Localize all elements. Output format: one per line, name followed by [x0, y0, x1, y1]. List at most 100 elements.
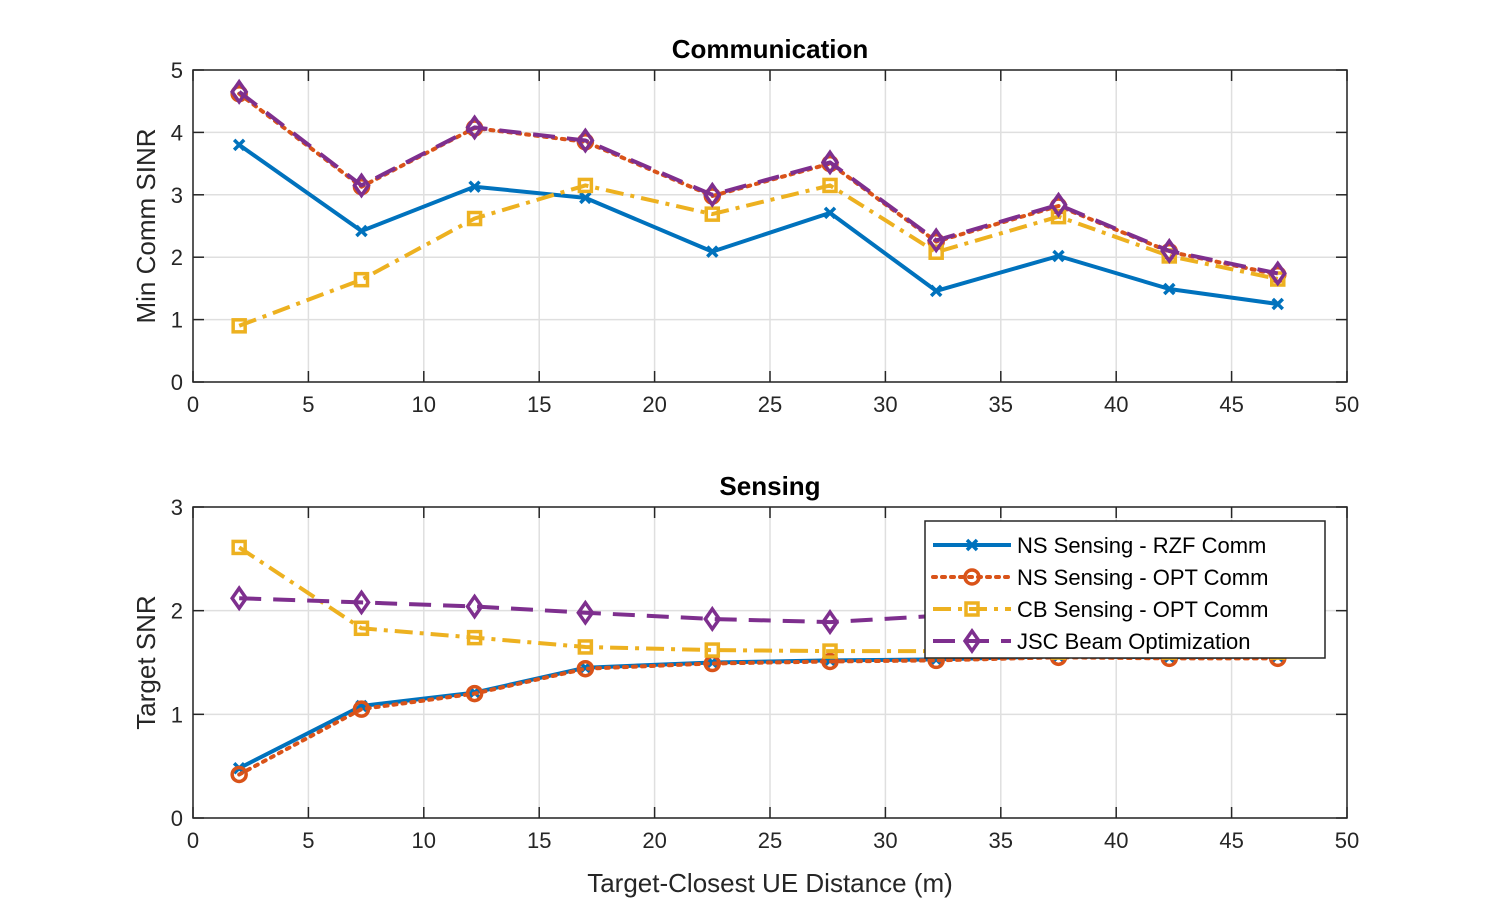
x-tick-label: 25	[758, 828, 782, 853]
x-tick-label: 15	[527, 828, 551, 853]
x-tick-label: 20	[642, 828, 666, 853]
marker-point	[352, 700, 371, 718]
marker-point	[927, 227, 946, 254]
legend-entry: NS Sensing - RZF Comm	[1017, 533, 1266, 558]
y-tick-label: 0	[171, 806, 183, 831]
x-tick-label: 25	[758, 392, 782, 417]
y-axis-label: Min Comm SINR	[131, 128, 161, 323]
x-tick-label: 45	[1219, 828, 1243, 853]
y-tick-label: 3	[171, 183, 183, 208]
chart-title: Sensing	[719, 471, 820, 501]
x-tick-label: 45	[1219, 392, 1243, 417]
y-tick-label: 2	[171, 599, 183, 624]
marker-point	[465, 593, 484, 620]
marker-point	[465, 684, 484, 703]
y-tick-label: 2	[171, 245, 183, 270]
marker-point	[576, 659, 595, 678]
y-tick-label: 3	[171, 495, 183, 520]
x-tick-label: 40	[1104, 392, 1128, 417]
sensing-subplot: 0 5 10 15 20 25 30 35 40 45 50 0 1 2 3 Sensing Target SN…	[131, 471, 1359, 898]
x-tick-label: 50	[1335, 392, 1359, 417]
marker-point	[822, 177, 838, 194]
marker-point	[231, 539, 247, 556]
marker-point	[823, 206, 837, 220]
marker-point	[230, 765, 248, 784]
marker-point	[703, 181, 722, 208]
marker-point	[1050, 208, 1067, 225]
y-tick-label: 0	[171, 370, 183, 395]
chart-title: Communication	[672, 34, 868, 64]
series-line	[238, 143, 1279, 306]
series-0	[232, 138, 1284, 311]
marker-point	[704, 642, 721, 658]
series-3	[230, 78, 1287, 287]
marker-point	[468, 180, 481, 193]
marker-point	[822, 643, 838, 659]
legend: NS Sensing - RZF Comm NS Sensing - OPT Co…	[924, 520, 1326, 659]
x-tick-label: 0	[187, 828, 199, 853]
marker-point	[353, 620, 370, 637]
marker-point	[962, 627, 982, 655]
marker-point	[1052, 249, 1065, 263]
marker-point	[929, 284, 943, 298]
x-tick-label: 10	[412, 392, 436, 417]
marker-point	[577, 639, 594, 655]
marker-point	[466, 629, 483, 646]
marker-point	[964, 601, 980, 617]
x-tick-label: 30	[873, 392, 897, 417]
marker-point	[820, 609, 840, 636]
x-tick-label: 30	[873, 828, 897, 853]
y-tick-label: 5	[171, 58, 183, 83]
marker-point	[704, 206, 721, 222]
marker-point	[465, 114, 484, 141]
x-tick-label: 15	[527, 392, 551, 417]
series-2	[231, 177, 1286, 334]
y-tick-label: 4	[171, 120, 183, 145]
marker-point	[576, 127, 595, 154]
x-tick-label: 35	[989, 828, 1013, 853]
marker-point	[703, 605, 722, 633]
marker-point	[231, 318, 247, 334]
x-tick-label: 0	[187, 392, 199, 417]
marker-point	[821, 652, 839, 671]
x-tick-label: 40	[1104, 828, 1128, 853]
x-tick-label: 20	[642, 392, 666, 417]
y-tick-label: 1	[171, 702, 183, 727]
y-axis-label: Target SNR	[131, 595, 161, 729]
communication-subplot: 0 5 10 15 20 25 30 35 40 45 50012345CommunicationM…	[131, 34, 1359, 417]
marker-point	[820, 149, 840, 176]
marker-point	[232, 138, 246, 152]
marker-point	[352, 589, 371, 616]
marker-point	[230, 78, 249, 105]
x-tick-label: 35	[989, 392, 1013, 417]
marker-point	[1160, 237, 1179, 265]
marker-point	[1049, 191, 1068, 218]
marker-point	[706, 245, 719, 258]
x-tick-label: 5	[302, 828, 314, 853]
marker-point	[928, 244, 944, 260]
series-line	[237, 90, 1279, 276]
series-line	[239, 596, 1278, 625]
x-tick-label: 10	[412, 828, 436, 853]
marker-point	[352, 172, 371, 199]
legend-entry: JSC Beam Optimization	[1017, 629, 1251, 654]
marker-point	[1163, 282, 1176, 296]
marker-point	[965, 538, 979, 552]
marker-point	[576, 599, 595, 626]
marker-point	[466, 210, 483, 227]
legend-entry: CB Sensing - OPT Comm	[1017, 597, 1268, 622]
marker-point	[579, 191, 592, 205]
x-tick-label: 50	[1335, 828, 1359, 853]
series-line	[238, 183, 1279, 328]
marker-point	[353, 271, 370, 288]
marker-point	[577, 177, 594, 194]
series-line	[238, 545, 1278, 655]
marker-point	[1268, 260, 1287, 287]
x-tick-label: 5	[302, 392, 314, 417]
marker-point	[355, 224, 368, 238]
marker-point	[1271, 297, 1284, 311]
marker-point	[963, 568, 981, 586]
y-tick-label: 1	[171, 308, 183, 333]
marker-point	[230, 585, 249, 612]
